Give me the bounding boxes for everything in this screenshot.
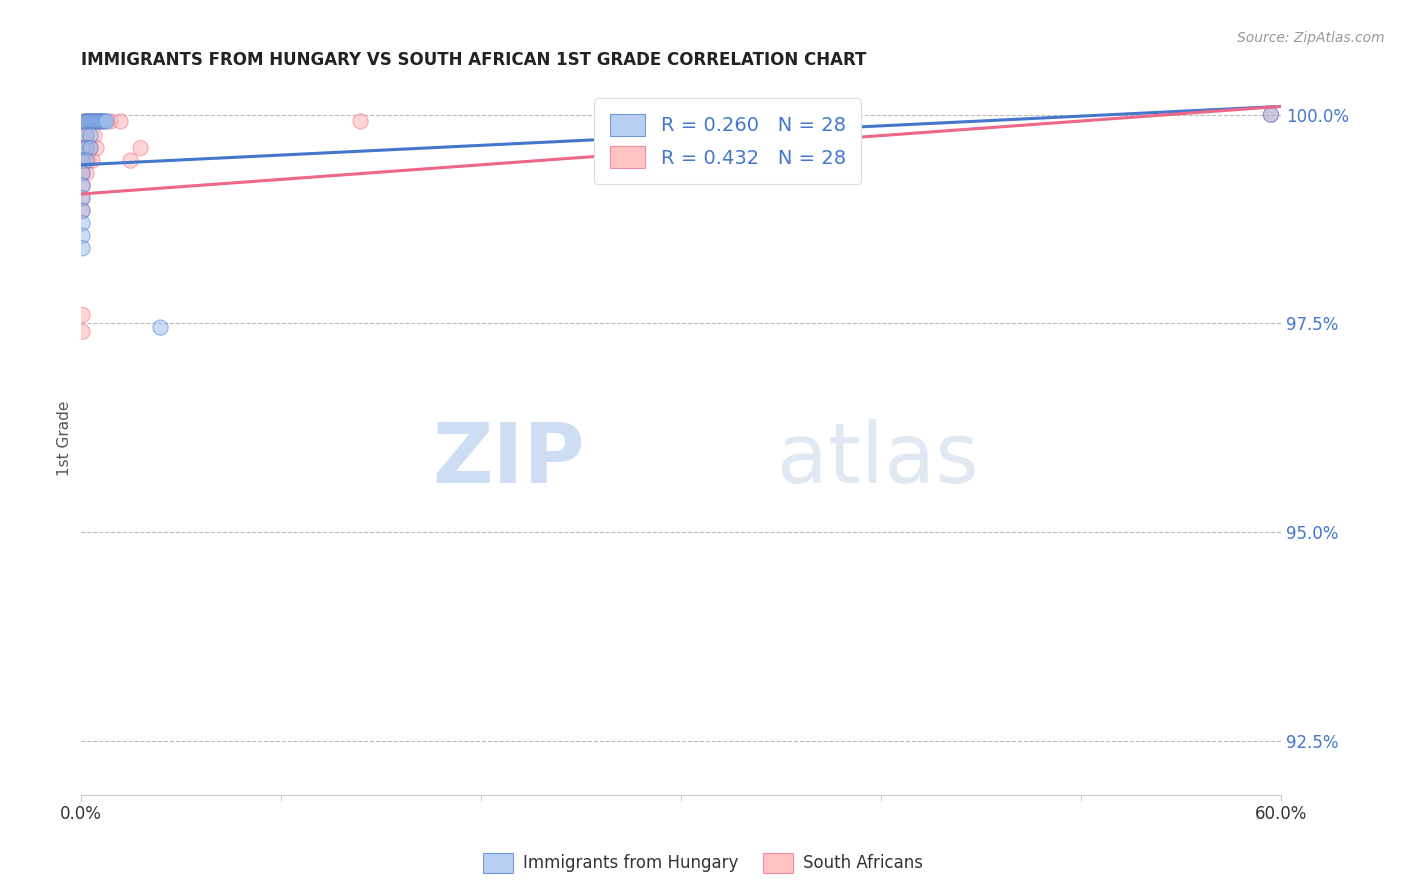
Text: IMMIGRANTS FROM HUNGARY VS SOUTH AFRICAN 1ST GRADE CORRELATION CHART: IMMIGRANTS FROM HUNGARY VS SOUTH AFRICAN… — [80, 51, 866, 69]
Point — [86, 114, 108, 128]
Point — [79, 114, 101, 128]
Y-axis label: 1st Grade: 1st Grade — [58, 401, 72, 476]
Point — [77, 114, 100, 128]
Text: atlas: atlas — [776, 419, 979, 500]
Point — [120, 153, 142, 168]
Point — [89, 114, 111, 128]
Point — [87, 114, 110, 128]
Point — [72, 191, 94, 205]
Point — [76, 141, 98, 155]
Point — [93, 114, 115, 128]
Point — [96, 114, 118, 128]
Point — [72, 153, 94, 168]
Point — [76, 153, 98, 168]
Point — [83, 114, 105, 128]
Point — [89, 114, 111, 128]
Point — [77, 114, 100, 128]
Point — [76, 166, 98, 180]
Point — [79, 141, 101, 155]
Point — [110, 114, 132, 128]
Point — [73, 114, 96, 128]
Point — [86, 141, 108, 155]
Point — [349, 114, 371, 128]
Point — [72, 141, 94, 155]
Legend: Immigrants from Hungary, South Africans: Immigrants from Hungary, South Africans — [477, 847, 929, 880]
Point — [76, 114, 98, 128]
Point — [72, 128, 94, 143]
Point — [72, 203, 94, 218]
Point — [72, 308, 94, 322]
Point — [83, 128, 105, 143]
Point — [72, 216, 94, 230]
Point — [1260, 108, 1282, 122]
Text: Source: ZipAtlas.com: Source: ZipAtlas.com — [1237, 31, 1385, 45]
Point — [72, 153, 94, 168]
Point — [77, 153, 100, 168]
Point — [72, 166, 94, 180]
Point — [91, 114, 114, 128]
Point — [72, 228, 94, 243]
Point — [73, 114, 96, 128]
Point — [86, 114, 108, 128]
Legend: R = 0.260   N = 28, R = 0.432   N = 28: R = 0.260 N = 28, R = 0.432 N = 28 — [595, 98, 862, 184]
Text: ZIP: ZIP — [432, 419, 585, 500]
Point — [129, 141, 152, 155]
Point — [72, 325, 94, 339]
Point — [82, 114, 104, 128]
Point — [1260, 108, 1282, 122]
Point — [76, 128, 98, 143]
Point — [76, 128, 98, 143]
Point — [72, 141, 94, 155]
Point — [100, 114, 122, 128]
Point — [149, 320, 172, 334]
Point — [72, 203, 94, 218]
Point — [82, 153, 104, 168]
Point — [72, 191, 94, 205]
Point — [76, 141, 98, 155]
Point — [72, 178, 94, 193]
Point — [72, 166, 94, 180]
Point — [79, 141, 101, 155]
Point — [82, 114, 104, 128]
Point — [72, 241, 94, 255]
Point — [72, 178, 94, 193]
Point — [79, 128, 101, 143]
